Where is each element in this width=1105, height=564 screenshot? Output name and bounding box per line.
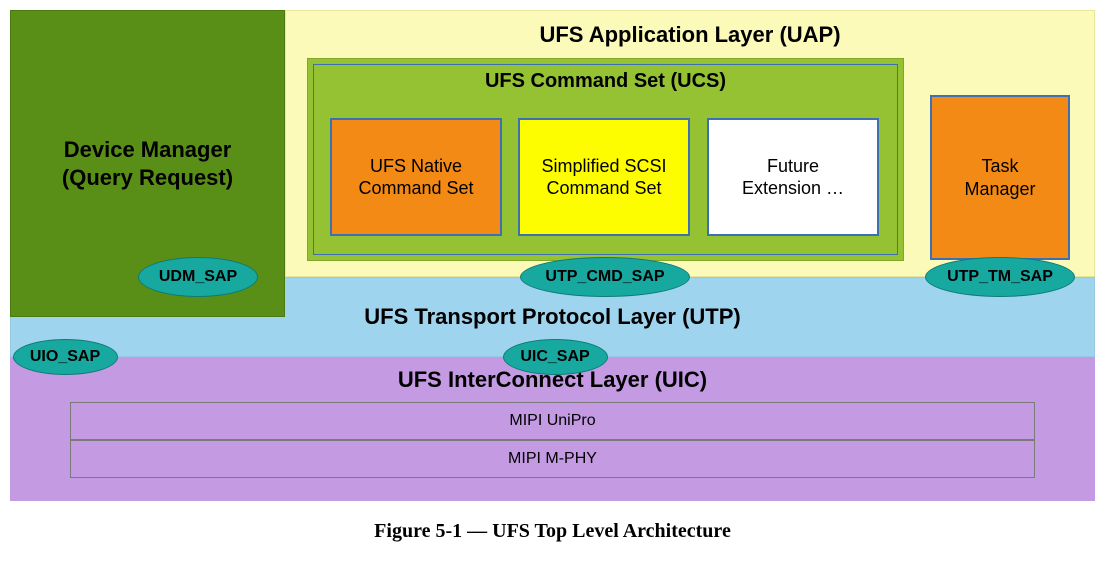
ufs-architecture-diagram: UFS Application Layer (UAP) UFS Transpor…	[10, 10, 1095, 554]
scsi-label: Simplified SCSI Command Set	[541, 155, 666, 200]
future-label: Future Extension …	[742, 155, 844, 200]
utp-tm-sap: UTP_TM_SAP	[925, 257, 1075, 297]
ufs-native-cmd-set: UFS Native Command Set	[330, 118, 502, 236]
uap-title: UFS Application Layer (UAP)	[539, 21, 840, 49]
utp-tm-sap-label: UTP_TM_SAP	[947, 268, 1053, 286]
simplified-scsi-cmd-set: Simplified SCSI Command Set	[518, 118, 690, 236]
utp-cmd-sap-label: UTP_CMD_SAP	[545, 268, 664, 286]
mipi-unipro: MIPI UniPro	[70, 402, 1035, 440]
uic-sap: UIC_SAP	[503, 339, 608, 375]
figure-caption: Figure 5-1 — UFS Top Level Architecture	[10, 520, 1095, 543]
mipi-mphy: MIPI M-PHY	[70, 440, 1035, 478]
future-extension: Future Extension …	[707, 118, 879, 236]
device-manager-label: Device Manager (Query Request)	[62, 136, 233, 191]
task-manager: Task Manager	[930, 95, 1070, 260]
udm-sap: UDM_SAP	[138, 257, 258, 297]
utp-cmd-sap: UTP_CMD_SAP	[520, 257, 690, 297]
caption-text: Figure 5-1 — UFS Top Level Architecture	[374, 520, 731, 542]
udm-sap-label: UDM_SAP	[159, 268, 237, 286]
uio-sap: UIO_SAP	[13, 339, 118, 375]
uio-sap-label: UIO_SAP	[30, 348, 100, 366]
unipro-label: MIPI UniPro	[509, 411, 595, 431]
native-label: UFS Native Command Set	[358, 155, 473, 200]
mphy-label: MIPI M-PHY	[508, 449, 597, 469]
task-mgr-label: Task Manager	[964, 155, 1035, 200]
utp-title: UFS Transport Protocol Layer (UTP)	[364, 303, 741, 331]
uic-sap-label: UIC_SAP	[520, 348, 589, 366]
